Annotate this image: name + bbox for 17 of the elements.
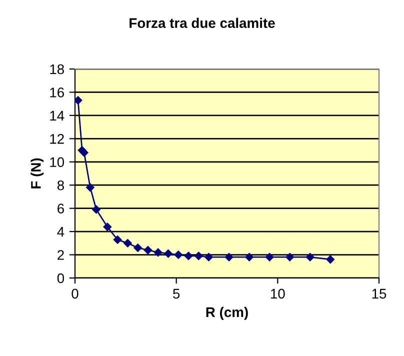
y-axis-title: F (N)	[30, 158, 44, 188]
y-tick-label: 2	[58, 250, 64, 260]
x-axis-title: R (cm)	[206, 306, 248, 320]
y-tick-label: 18	[50, 64, 64, 74]
y-tick-label: 10	[50, 157, 64, 168]
y-tick-label: 8	[57, 180, 64, 190]
x-tick-label: 15	[372, 288, 386, 299]
chart-title: Forza tra due calamite	[130, 18, 275, 28]
x-tick-label: 0	[72, 288, 78, 299]
x-tick-label: 10	[271, 288, 285, 299]
y-tick-label: 14	[50, 110, 64, 120]
y-tick-label: 12	[50, 134, 64, 144]
y-tick-label: 4	[57, 227, 64, 237]
y-tick-label: 16	[50, 88, 64, 98]
x-tick-label: 5	[173, 288, 180, 299]
y-tick-label: 6	[58, 204, 64, 214]
y-tick-label: 0	[57, 273, 64, 284]
